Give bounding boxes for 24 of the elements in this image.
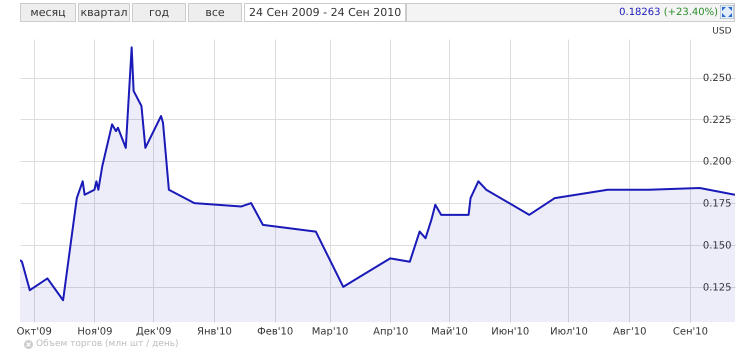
x-tick-label: Авг'10 bbox=[612, 326, 646, 338]
y-tick-label: 0.150 bbox=[702, 240, 732, 252]
y-tick-label: 0.225 bbox=[702, 114, 732, 126]
x-tick-label: Июн'10 bbox=[491, 326, 530, 338]
y-tick-label: 0.125 bbox=[702, 282, 732, 294]
y-tick-label: 0.200 bbox=[702, 156, 732, 168]
text: год bbox=[132, 3, 186, 22]
x-tick-label: Дек'09 bbox=[136, 326, 172, 338]
text: все bbox=[188, 3, 242, 22]
text: 24 Сен 2009 - 24 Сен 2010 bbox=[244, 3, 406, 22]
x-tick-label: Янв'10 bbox=[197, 326, 232, 338]
x-tick-label: Сен'10 bbox=[672, 326, 708, 338]
text: 0.18263 (+23.40%) bbox=[619, 7, 718, 18]
text: квартал bbox=[78, 3, 130, 22]
x-tick-label: Июл'10 bbox=[550, 326, 588, 338]
y-tick-label: 0.250 bbox=[702, 73, 732, 84]
text: Объем торгов (млн шт / день) bbox=[36, 339, 179, 349]
y-axis-title: USD bbox=[712, 26, 732, 36]
y-tick-label: 0.175 bbox=[702, 198, 732, 210]
x-tick-label: Ноя'09 bbox=[77, 326, 113, 338]
text: месяц bbox=[20, 3, 76, 22]
x-tick-label: Фев'10 bbox=[257, 326, 294, 338]
x-tick-label: Окт'09 bbox=[16, 326, 52, 338]
x-tick-label: Май'10 bbox=[431, 326, 468, 338]
